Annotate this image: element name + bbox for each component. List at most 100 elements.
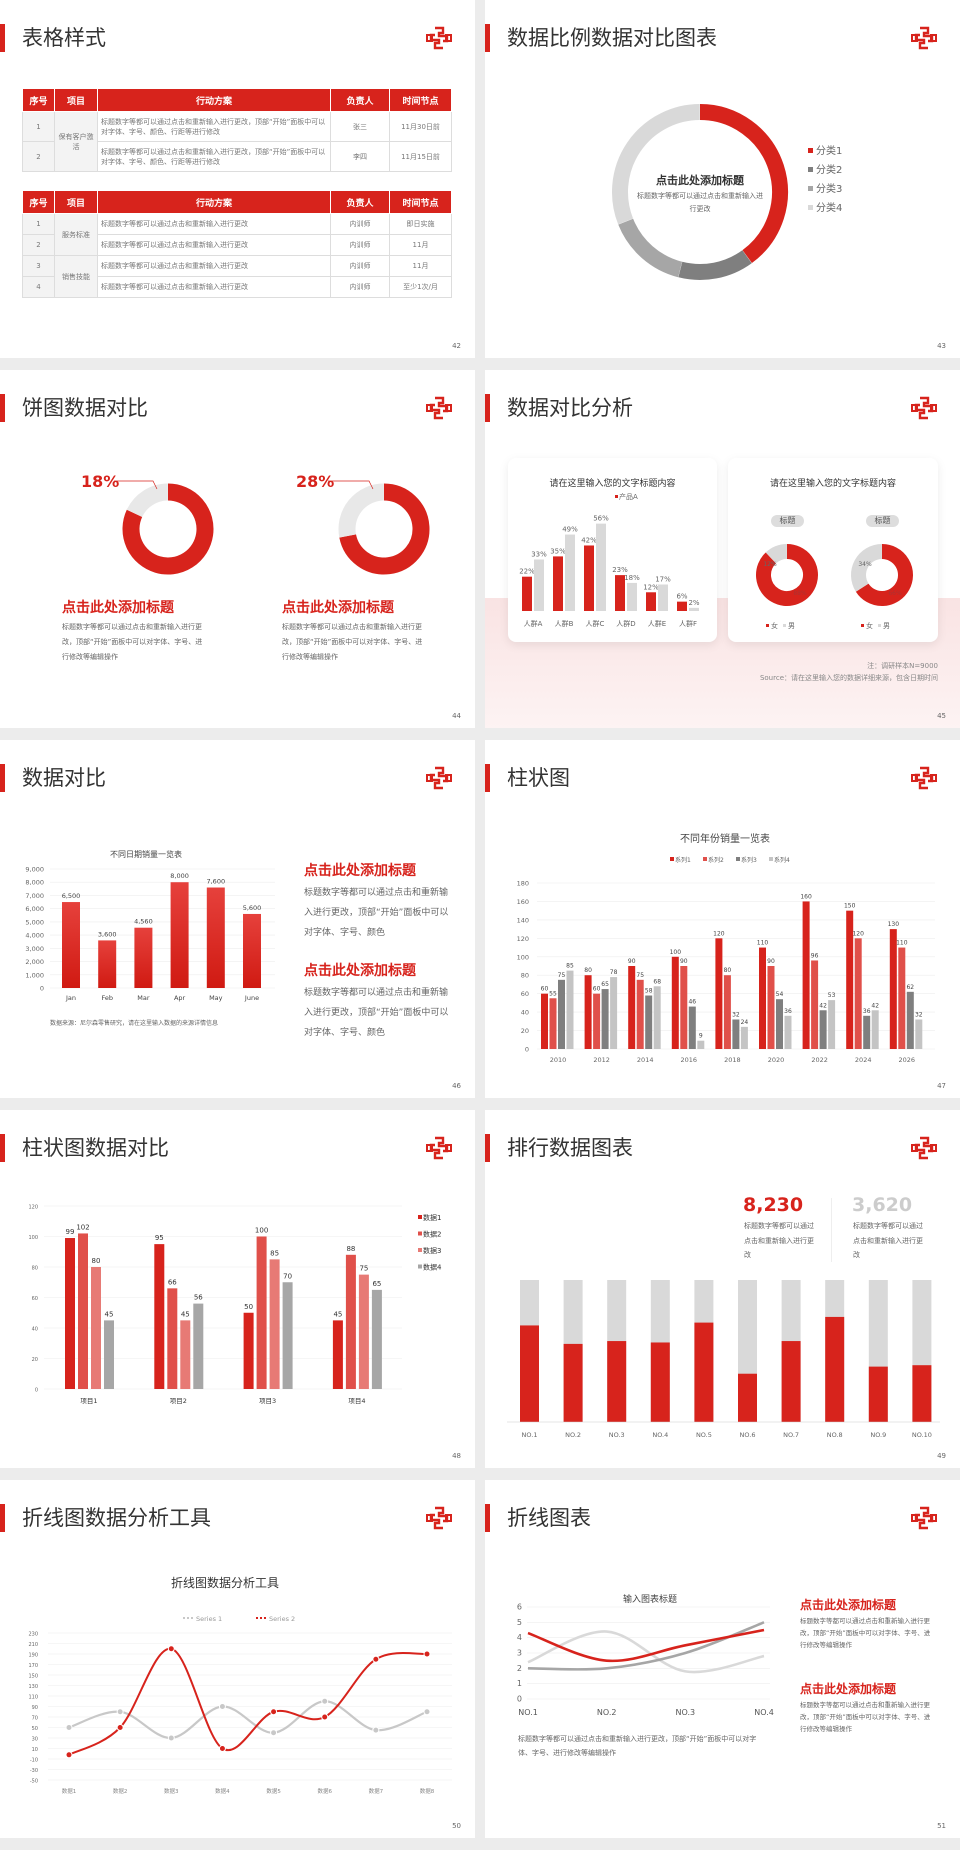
bar (193, 1303, 204, 1389)
category-label: 2026 (899, 1056, 916, 1064)
y-tick-label: 140 (517, 916, 529, 924)
bar (819, 1010, 827, 1049)
donut-slice (851, 544, 883, 592)
data-point (372, 1726, 380, 1734)
y-tick-label: 2,000 (25, 958, 44, 966)
bar (715, 938, 723, 1049)
y-tick-label: 170 (28, 1663, 38, 1669)
series-line (68, 1647, 428, 1756)
bar (915, 1019, 923, 1049)
bar (627, 582, 637, 611)
legend-swatch (418, 1264, 422, 1269)
data-point (116, 1708, 124, 1716)
legend-label: 数据1 (423, 1213, 441, 1222)
cell-project: 服务标准 (54, 213, 98, 256)
y-tick-label: 2 (517, 1664, 522, 1673)
block-text: 标题数字等都可以通过点击和重新输入进行更改，顶部“开始”面板中可以对字体、字号、… (800, 1701, 931, 1733)
cell-plan: 标题数字等都可以通过点击和重新输入进行更改 (97, 276, 331, 298)
line-chart: 输入图表标题 0 1 2 3 4 5 6 NO.1 NO.2 NO.3 NO.4 (517, 1593, 774, 1717)
table-row: 2 标题数字等都可以通过点击和重新输入进行更改 内训师 11月 (22, 234, 452, 256)
data-label: 99 (66, 1228, 75, 1236)
y-tick-label: 1 (517, 1679, 522, 1688)
y-tick-label: 60 (32, 1296, 38, 1302)
category-label: 数据2 (113, 1787, 128, 1795)
data-label: 49% (562, 526, 578, 534)
data-label: 75 (359, 1265, 368, 1273)
table-row: 2 标题数字等都可以通过点击和重新输入进行更改，顶部“开始”面板中可以对字体、字号… (22, 141, 452, 172)
legend-swatch (808, 205, 813, 210)
slide-48: 柱状图数据对比 0 20 40 60 80 100 120 99 102 80 45 项目1 95 66 4… (0, 1110, 475, 1468)
chart-title: 输入图表标题 (623, 1593, 677, 1605)
cell-index: 3 (22, 255, 55, 277)
data-label: 12% (763, 561, 777, 568)
col-header: 序号 (22, 88, 55, 112)
donut-charts: 88% 12% 女 男 66% 34% 女 男 (756, 544, 913, 630)
col-header: 行动方案 (97, 190, 331, 214)
y-tick-label: 6,000 (25, 905, 44, 913)
y-tick-label: 150 (28, 1674, 38, 1680)
donut-chart: 分类1 分类2 分类3 分类4 (612, 104, 842, 280)
donut-slice (122, 483, 214, 575)
data-label: 46 (688, 999, 696, 1006)
category-label: NO.7 (783, 1431, 799, 1439)
legend-swatch (808, 186, 813, 191)
bar (520, 1325, 539, 1422)
data-label: 120 (852, 930, 864, 937)
bar (332, 1320, 343, 1389)
data-label: 55 (549, 990, 557, 997)
data-label: 150 (844, 903, 856, 910)
data-label: 45 (105, 1310, 114, 1318)
donut-slice (855, 544, 913, 606)
y-tick-label: 80 (32, 1266, 38, 1272)
category-label: NO.1 (518, 1708, 538, 1717)
bar (732, 1019, 740, 1049)
y-tick-label: 8,000 (25, 879, 44, 887)
y-tick-label: 20 (32, 1357, 38, 1363)
category-label: 2024 (855, 1056, 872, 1064)
legend-label: 数据4 (423, 1263, 442, 1272)
block-text: 标题数字等都可以通过点击和重新输入进行更改，顶部“开始”面板中可以对字体、字号、… (304, 888, 449, 938)
data-label: 12% (643, 583, 659, 591)
y-tick-label: 40 (521, 1009, 529, 1017)
y-tick-label: 3,000 (25, 945, 44, 953)
legend-label: 数据3 (423, 1246, 441, 1255)
donut-slice (339, 483, 430, 575)
legend-swatch (615, 495, 618, 498)
category-label: NO.8 (827, 1431, 843, 1439)
category-label: 人群F (679, 619, 697, 628)
bar (104, 1320, 114, 1389)
bar (541, 993, 548, 1049)
title-accent-bar (0, 764, 5, 792)
bar (697, 1040, 705, 1049)
chart-title: 不同年份销量一览表 (680, 832, 770, 845)
category-label: May (209, 994, 223, 1002)
action-table-1: 序号 项目 行动方案 负责人 时间节点 1 保有客户激活 标题数字等都可以通过点击和重新输入… (22, 88, 452, 172)
data-label: 80 (92, 1257, 101, 1265)
category-label: 数据8 (420, 1787, 435, 1795)
y-tick-label: 100 (517, 953, 529, 961)
legend-label: 系列2 (708, 856, 724, 864)
slide-title: 饼图数据对比 (22, 396, 148, 420)
cell-project: 销售技能 (54, 255, 98, 298)
y-tick-label: 190 (28, 1653, 38, 1659)
cell-deadline: 11月 (389, 234, 452, 256)
y-tick-label: 9,000 (25, 866, 44, 874)
bar (134, 927, 153, 988)
leader-line (114, 480, 158, 490)
item-text: 标题数字等都可以通过点击和重新输入进行更改，顶部“开始”面板中可以对字体、字号、… (282, 623, 423, 661)
data-label: 45 (333, 1310, 342, 1318)
pill-label: 标题 (866, 515, 899, 527)
bar (566, 970, 574, 1049)
y-tick-label: 80 (521, 972, 529, 980)
data-label: 62 (906, 984, 914, 991)
category-label: Mar (137, 994, 150, 1002)
bar (825, 1316, 845, 1422)
slide-45: 数据对比分析 请在这里输入您的文字标题内容 22% 33% 人群A 35% 49% 人群B… (485, 370, 960, 728)
donut-slice (678, 250, 752, 280)
category-label: June (244, 994, 259, 1002)
bar (98, 940, 117, 988)
data-label: 6,500 (62, 892, 81, 900)
data-point (270, 1708, 278, 1716)
legend-label: Series 1 (196, 1615, 222, 1623)
item-heading: 点击此处添加标题 (62, 600, 174, 616)
